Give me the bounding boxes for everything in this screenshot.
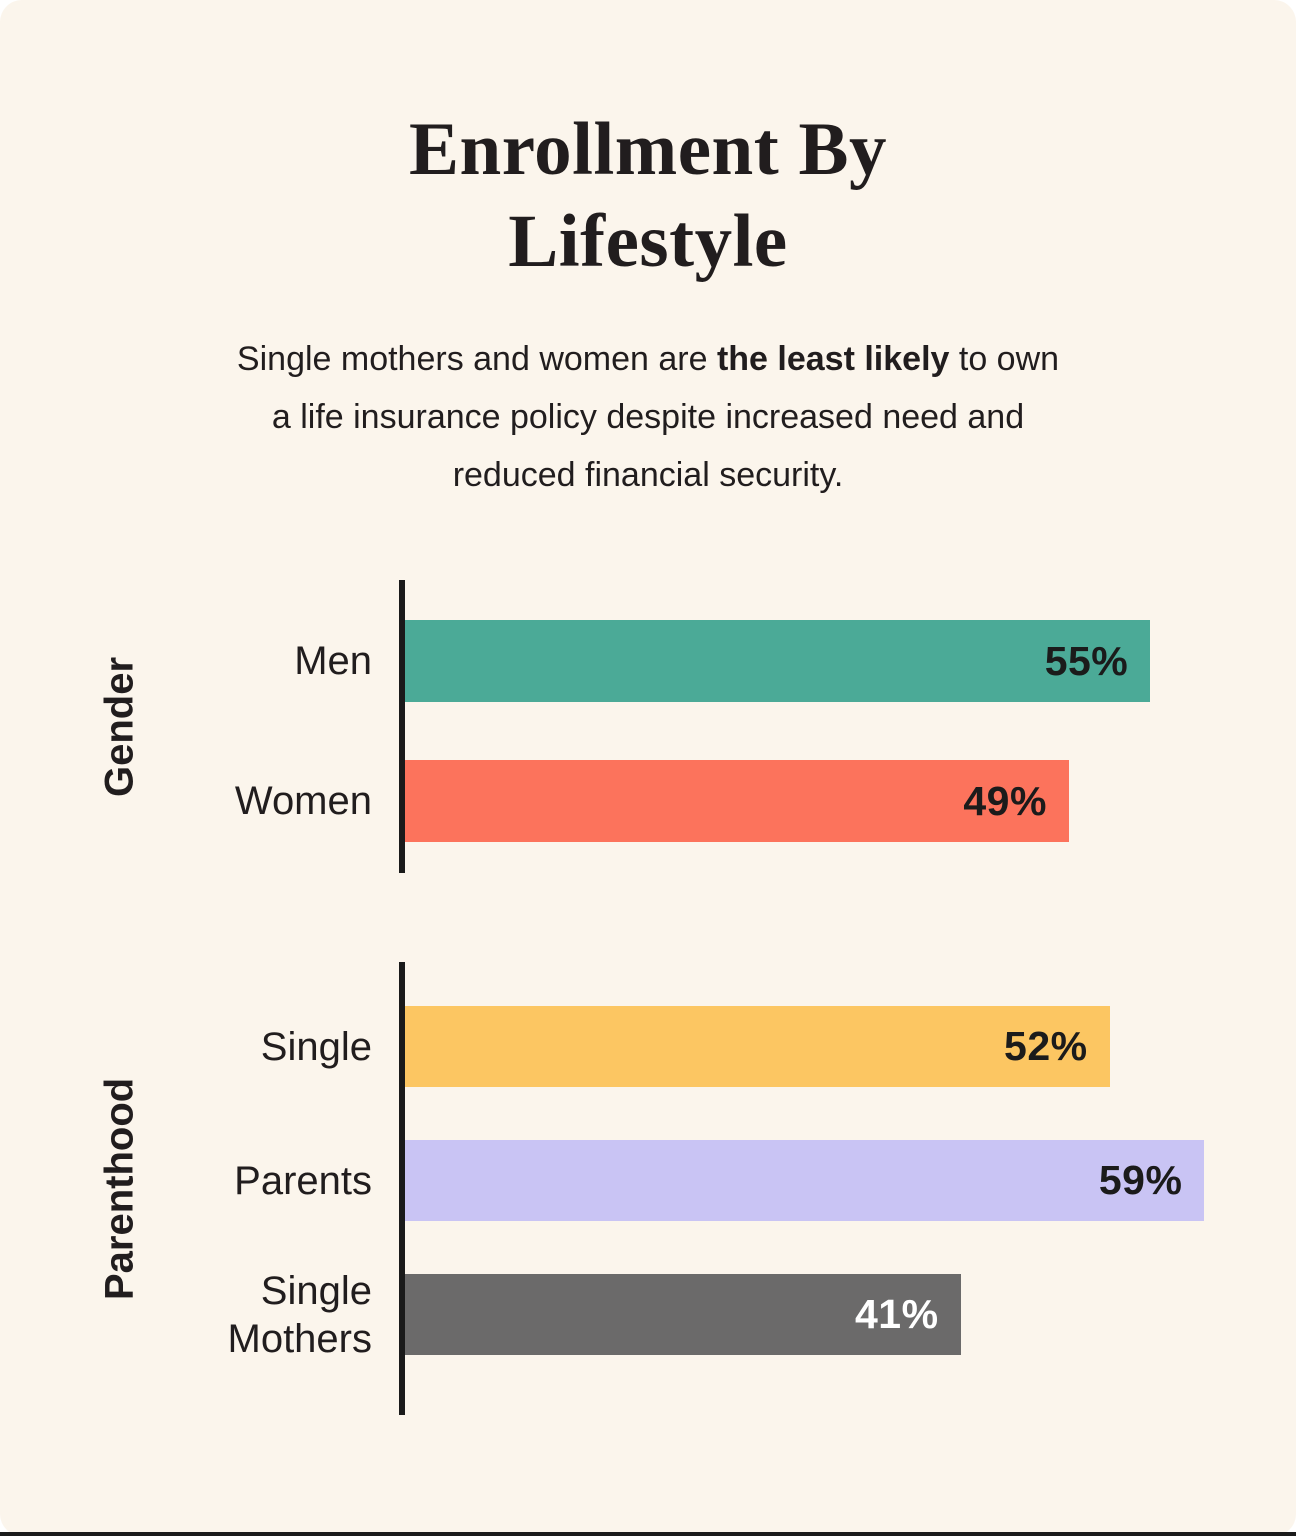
- bar-value-label-single-mothers: 41%: [854, 1291, 939, 1337]
- category-label-single: Single: [0, 1023, 405, 1071]
- parenthood-axis-line: [399, 962, 405, 1415]
- subtitle-line1-tail: to own: [949, 340, 1060, 378]
- category-label-parents: Parents: [0, 1157, 405, 1205]
- chart-title-line1: Enrollment By: [408, 108, 888, 191]
- category-label-text: Single: [260, 1024, 372, 1069]
- subtitle-line3: reduced financial security.: [452, 456, 844, 494]
- chart-title: Enrollment By Lifestyle: [0, 104, 1296, 288]
- bar-women: 49%: [405, 760, 1069, 842]
- gender-chart: Gender Men 55% Women 49%: [0, 580, 1296, 873]
- subtitle-line1-bold: the least likely: [716, 340, 950, 378]
- bar-value-label-parents: 59%: [1098, 1157, 1183, 1203]
- subtitle-line1: Single mothers and women are the least l…: [0, 330, 1296, 388]
- bar-row-men: Men 55%: [0, 620, 1296, 702]
- parenthood-chart: Parenthood Single 52% Parents 59% Single Mot…: [0, 962, 1296, 1415]
- bar-value-label-single: 52%: [1004, 1023, 1088, 1069]
- chart-subtitle: Single mothers and women are the least l…: [0, 330, 1296, 504]
- category-label-text: Single Mothers: [227, 1268, 373, 1361]
- bar-row-women: Women 49%: [0, 760, 1296, 842]
- category-label-women: Women: [0, 777, 405, 825]
- category-label-text: Women: [234, 779, 372, 823]
- bar-row-single: Single 52%: [0, 1006, 1296, 1087]
- bar-value-label-men: 55%: [1044, 637, 1129, 684]
- category-label-single-mothers: Single Mothers: [0, 1267, 405, 1363]
- bar-single: 52%: [405, 1006, 1110, 1087]
- category-label-text: Men: [294, 639, 372, 683]
- chart-title-line2: Lifestyle: [508, 200, 788, 283]
- subtitle-line2: a life insurance policy despite increase…: [271, 398, 1025, 436]
- bar-single-mothers: 41%: [405, 1274, 961, 1355]
- gender-axis-line: [399, 580, 405, 873]
- page-bottom-edge: [0, 1532, 1296, 1536]
- bar-parents: 59%: [405, 1140, 1205, 1221]
- bar-men: 55%: [405, 620, 1151, 702]
- category-label-men: Men: [0, 637, 405, 685]
- bar-value-label-women: 49%: [963, 777, 1047, 824]
- parenthood-bar-rows: Single 52% Parents 59% Single Mothers 41%: [0, 962, 1296, 1415]
- category-label-text: Parents: [234, 1158, 372, 1203]
- bar-row-single-mothers: Single Mothers 41%: [0, 1269, 1296, 1361]
- bar-row-parents: Parents 59%: [0, 1140, 1296, 1221]
- subtitle-line1-normal: Single mothers and women are: [236, 340, 717, 378]
- gender-bar-rows: Men 55% Women 49%: [0, 580, 1296, 873]
